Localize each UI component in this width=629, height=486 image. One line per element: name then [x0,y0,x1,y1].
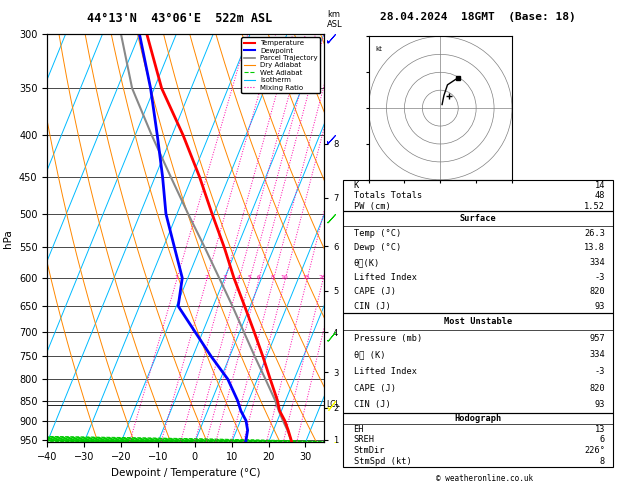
Text: SREH: SREH [353,435,375,444]
Text: kt: kt [376,46,382,52]
Text: 13.8: 13.8 [584,243,605,252]
Y-axis label: hPa: hPa [3,229,13,247]
Text: 15: 15 [303,276,310,280]
Text: CIN (J): CIN (J) [353,400,391,409]
Text: 6: 6 [600,435,605,444]
Text: km
ASL: km ASL [327,10,343,29]
Text: 820: 820 [589,383,605,393]
Text: Pressure (mb): Pressure (mb) [353,334,422,343]
Text: Surface: Surface [460,214,496,223]
Text: 28.04.2024  18GMT  (Base: 18): 28.04.2024 18GMT (Base: 18) [380,12,576,22]
Text: θᴄ (K): θᴄ (K) [353,350,385,360]
Text: 44°13'N  43°06'E  522m ASL: 44°13'N 43°06'E 522m ASL [87,12,272,25]
Text: LCL: LCL [326,400,340,409]
Text: CAPE (J): CAPE (J) [353,383,396,393]
Text: 20: 20 [318,276,326,280]
Text: 2: 2 [204,276,208,280]
Text: -3: -3 [594,367,605,376]
Text: 26.3: 26.3 [584,229,605,238]
Text: StmDir: StmDir [353,446,385,455]
Text: CAPE (J): CAPE (J) [353,287,396,296]
Text: 6: 6 [257,276,260,280]
Text: Temp (°C): Temp (°C) [353,229,401,238]
Text: 93: 93 [594,302,605,311]
Text: Lifted Index: Lifted Index [353,273,416,281]
Text: 14: 14 [594,181,605,190]
Text: Lifted Index: Lifted Index [353,367,416,376]
Text: 1: 1 [175,276,179,280]
Text: 334: 334 [589,350,605,360]
Text: Hodograph: Hodograph [454,414,502,423]
Text: 957: 957 [589,334,605,343]
Text: 334: 334 [589,258,605,267]
Text: 820: 820 [589,287,605,296]
Text: © weatheronline.co.uk: © weatheronline.co.uk [436,474,533,483]
Text: EH: EH [353,425,364,434]
Text: Most Unstable: Most Unstable [444,317,512,326]
Text: CIN (J): CIN (J) [353,302,391,311]
Text: 10: 10 [281,276,289,280]
X-axis label: Dewpoint / Temperature (°C): Dewpoint / Temperature (°C) [111,468,260,478]
Text: StmSpd (kt): StmSpd (kt) [353,457,411,466]
Text: 3: 3 [223,276,227,280]
Text: 8: 8 [600,457,605,466]
Legend: Temperature, Dewpoint, Parcel Trajectory, Dry Adiabat, Wet Adiabat, Isotherm, Mi: Temperature, Dewpoint, Parcel Trajectory… [242,37,320,93]
Text: 8: 8 [271,276,275,280]
Text: 1.52: 1.52 [584,202,605,210]
Text: 13: 13 [594,425,605,434]
Text: 48: 48 [594,191,605,200]
Text: Dewp (°C): Dewp (°C) [353,243,401,252]
Text: Totals Totals: Totals Totals [353,191,422,200]
Text: 5: 5 [247,276,251,280]
Text: 4: 4 [237,276,240,280]
Text: θᴄ(K): θᴄ(K) [353,258,380,267]
Text: 93: 93 [594,400,605,409]
Text: K: K [353,181,359,190]
Text: PW (cm): PW (cm) [353,202,391,210]
Text: -3: -3 [594,273,605,281]
Text: 226°: 226° [584,446,605,455]
